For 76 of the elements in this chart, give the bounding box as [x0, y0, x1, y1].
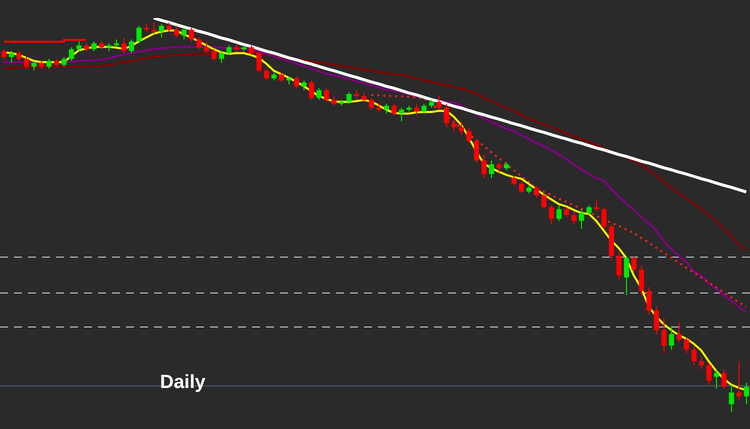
- candlestick: [541, 191, 547, 210]
- candlestick: [331, 96, 337, 106]
- candlestick: [421, 103, 427, 114]
- candlestick: [278, 72, 284, 83]
- candlestick: [714, 368, 720, 390]
- candlestick: [466, 126, 472, 144]
- candlestick: [571, 210, 577, 226]
- candlestick: [488, 160, 494, 178]
- candlestick: [61, 56, 67, 68]
- candlestick: [728, 384, 734, 412]
- candlestick: [721, 368, 727, 390]
- candlestick: [736, 360, 742, 401]
- candlestick: [534, 185, 540, 198]
- candlestick: [188, 27, 194, 42]
- candlestick: [638, 265, 644, 296]
- candlestick: [301, 80, 307, 91]
- candlestick: [661, 318, 667, 354]
- candlestick: [226, 44, 232, 56]
- candlestick: [668, 326, 674, 350]
- candlestick: [264, 68, 270, 81]
- candlestick: [24, 56, 30, 70]
- candlestick: [294, 76, 300, 89]
- candlestick: [601, 206, 607, 230]
- candlestick: [511, 175, 517, 186]
- candlestick: [691, 345, 697, 366]
- candlestick: [324, 88, 330, 102]
- candlestick: [121, 37, 127, 54]
- candlestick: [368, 97, 374, 110]
- candlestick: [218, 50, 224, 64]
- candlestick: [354, 90, 360, 100]
- candlestick: [436, 96, 442, 110]
- candlestick: [8, 50, 14, 64]
- candlestick: [158, 23, 164, 38]
- candlestick: [414, 103, 420, 116]
- candlestick: [308, 80, 314, 100]
- candlestick: [174, 25, 180, 38]
- candlestick: [631, 255, 637, 272]
- candlestick: [706, 362, 712, 386]
- candlestick: [398, 107, 404, 122]
- candlestick: [586, 204, 592, 216]
- candlestick: [248, 44, 254, 56]
- candlestick: [624, 255, 630, 296]
- candlestick: [458, 120, 464, 136]
- candlestick: [46, 58, 52, 70]
- candlestick: [91, 40, 97, 52]
- candlestick: [316, 88, 322, 100]
- candlestick: [548, 204, 554, 226]
- candlestick: [196, 37, 202, 50]
- candlestick: [31, 60, 37, 72]
- candlestick: [391, 103, 397, 116]
- candlestick: [1, 48, 7, 60]
- candlestick: [556, 204, 562, 222]
- candlestick: [136, 25, 142, 44]
- candlestick: [518, 181, 524, 194]
- candlestick: [684, 337, 690, 354]
- annotation: Daily: [160, 372, 206, 394]
- candlestick: [16, 50, 22, 62]
- candlestick: [346, 92, 352, 104]
- candlestick: [564, 206, 570, 218]
- candlestick: [211, 48, 217, 62]
- candlestick: [68, 46, 74, 62]
- candlestick: [646, 286, 652, 315]
- candlestick: [128, 38, 134, 54]
- candlestick: [474, 138, 480, 163]
- candlestick: [578, 208, 584, 230]
- candlestick: [256, 50, 262, 74]
- candlestick: [744, 382, 750, 405]
- candlestick: [676, 322, 682, 342]
- candlestick: [594, 198, 600, 212]
- candlestick: [616, 252, 622, 280]
- candlestick: [481, 154, 487, 178]
- candlestick: [444, 103, 450, 128]
- candlestick: [151, 21, 157, 34]
- candlestick: [654, 306, 660, 334]
- candlestick: [181, 27, 187, 40]
- candlestick: [361, 92, 367, 102]
